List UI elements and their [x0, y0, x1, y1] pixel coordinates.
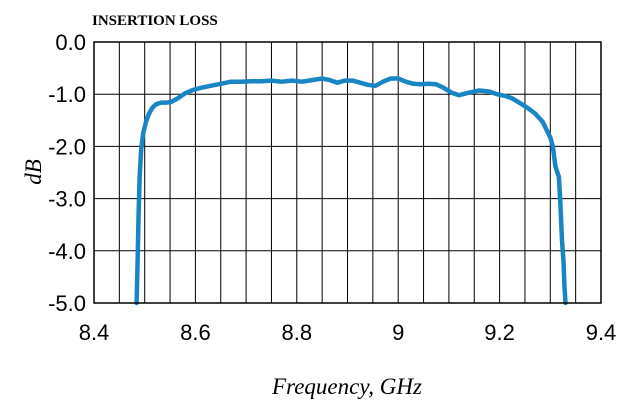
y-tick-label: -5.0 [48, 291, 86, 316]
x-tick-label: 9.2 [484, 320, 515, 345]
x-tick-label: 9.4 [586, 320, 617, 345]
x-tick-label: 8.4 [79, 320, 110, 345]
x-tick-label: 9 [392, 320, 404, 345]
chart-title: INSERTION LOSS [92, 13, 218, 29]
series-layer [134, 76, 568, 306]
y-tick-label: -1.0 [48, 82, 86, 107]
y-tick-label: 0.0 [55, 30, 86, 55]
x-axis-title: Frequency, GHz [271, 374, 422, 399]
y-tick-labels: 0.0 -1.0 -2.0 -3.0 -4.0 -5.0 [48, 30, 86, 316]
x-tick-label: 8.6 [180, 320, 211, 345]
x-tick-label: 8.8 [282, 320, 313, 345]
plot-frame [93, 41, 602, 304]
x-tick-labels: 8.4 8.6 8.8 9 9.2 9.4 [79, 320, 617, 345]
y-axis-title: dB [21, 159, 46, 185]
y-tick-label: -4.0 [48, 239, 86, 264]
insertion-loss-line [134, 76, 568, 306]
y-tick-label: -2.0 [48, 134, 86, 159]
y-tick-label: -3.0 [48, 187, 86, 212]
